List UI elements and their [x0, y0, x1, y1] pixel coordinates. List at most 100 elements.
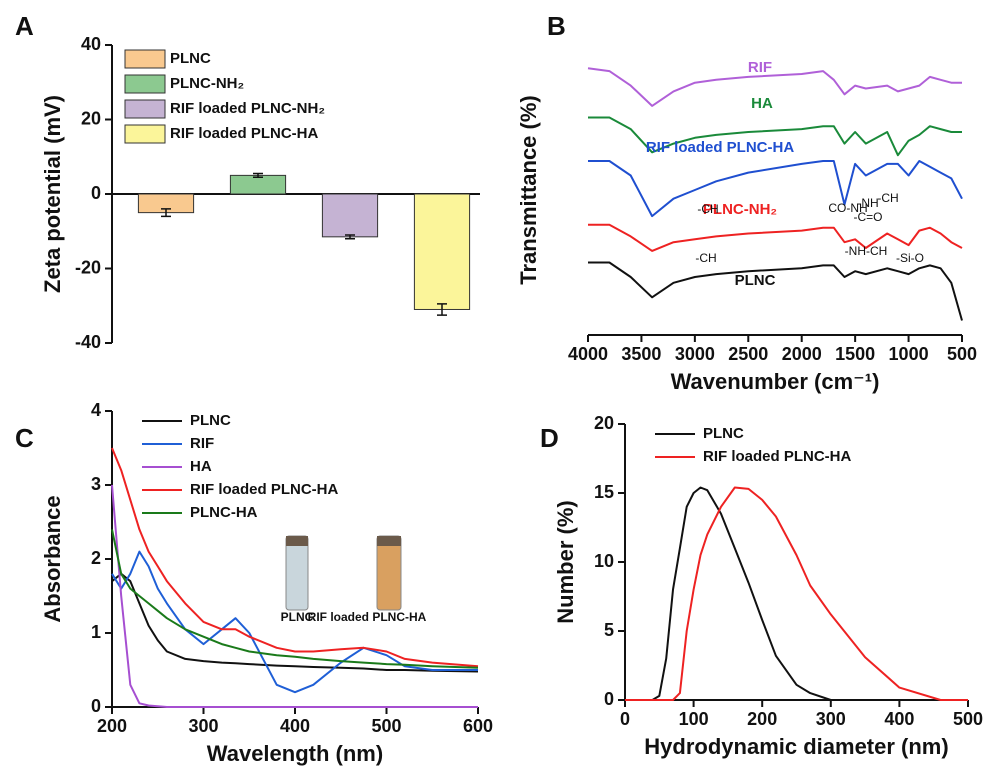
error-bar — [345, 234, 355, 240]
series-line — [111, 529, 479, 669]
series-label: RIF — [748, 59, 772, 76]
panel-label: D — [540, 423, 559, 453]
series-label: RIF loaded PLNC-HA — [646, 139, 794, 156]
vial-inset — [285, 535, 402, 611]
y-axis-label: Absorbance — [40, 495, 65, 622]
y-tick-label: 5 — [604, 620, 614, 640]
x-axis-label: Wavenumber (cm⁻¹) — [671, 369, 880, 394]
x-tick-label: 4000 — [568, 344, 608, 364]
x-axis-label: Hydrodynamic diameter (nm) — [644, 734, 948, 759]
vial-cap — [286, 536, 308, 546]
y-tick-label: 4 — [91, 400, 101, 420]
panel-label: C — [15, 423, 34, 453]
legend-label: PLNC-HA — [190, 504, 258, 521]
legend-label: RIF loaded PLNC-HA — [190, 481, 338, 498]
annotation: -C=O — [853, 210, 882, 224]
x-tick-label: 2000 — [782, 344, 822, 364]
legend-label: PLNC — [703, 425, 744, 442]
series-line — [111, 447, 479, 668]
bar — [413, 193, 471, 310]
series-line — [588, 160, 963, 218]
x-tick-label: 100 — [679, 709, 709, 729]
x-tick-label: 200 — [747, 709, 777, 729]
annotation: CO-NH — [828, 201, 867, 215]
annotation: -CH — [877, 191, 898, 205]
y-tick-label: 0 — [91, 183, 101, 203]
x-tick-label: 3000 — [675, 344, 715, 364]
series-line — [111, 572, 479, 673]
legend-swatch — [124, 99, 166, 119]
x-tick-label: 3500 — [621, 344, 661, 364]
y-tick-label: 40 — [81, 34, 101, 54]
y-tick-label: -20 — [75, 257, 101, 277]
legend-label: RIF loaded PLNC-NH₂ — [170, 100, 325, 117]
y-axis-label: Number (%) — [553, 500, 578, 623]
vial-cap — [377, 536, 401, 546]
error-bar — [253, 172, 263, 178]
legend-swatch — [124, 49, 166, 69]
series-label: PLNC — [735, 272, 776, 289]
panel-label: A — [15, 11, 34, 41]
bar — [229, 174, 287, 195]
x-tick-label: 500 — [371, 716, 401, 736]
y-tick-label: 20 — [81, 108, 101, 128]
x-tick-label: 300 — [816, 709, 846, 729]
x-tick-label: 300 — [188, 716, 218, 736]
series-label: HA — [751, 95, 773, 112]
legend-label: PLNC — [190, 412, 231, 429]
y-tick-label: 20 — [594, 413, 614, 433]
x-tick-label: 200 — [97, 716, 127, 736]
x-tick-label: 0 — [620, 709, 630, 729]
x-axis-label: Wavelength (nm) — [207, 741, 383, 766]
x-tick-label: 2500 — [728, 344, 768, 364]
legend-swatch — [124, 124, 166, 144]
error-bar — [437, 303, 447, 316]
legend-swatch — [124, 74, 166, 94]
panel-label: B — [547, 11, 566, 41]
y-tick-label: 0 — [604, 689, 614, 709]
series-line — [587, 67, 962, 107]
series-line — [111, 550, 478, 694]
y-tick-label: -40 — [75, 332, 101, 352]
y-axis-label: Zeta potential (mV) — [40, 95, 65, 293]
x-tick-label: 400 — [884, 709, 914, 729]
series-line — [588, 116, 962, 157]
annotation: -Si-O — [896, 251, 924, 265]
y-tick-label: 1 — [91, 622, 101, 642]
y-tick-label: 3 — [91, 474, 101, 494]
vial-plnc — [285, 535, 309, 611]
y-tick-label: 15 — [594, 482, 614, 502]
annotation: -NH-CH — [845, 244, 888, 258]
legend-label: PLNC-NH₂ — [170, 75, 244, 92]
error-bar — [161, 208, 171, 218]
legend-label: RIF loaded PLNC-HA — [170, 125, 318, 142]
series-line — [625, 486, 968, 701]
annotation: PLNC — [281, 610, 314, 624]
annotation: -CH — [695, 251, 716, 265]
series-line — [111, 484, 478, 708]
y-tick-label: 0 — [91, 696, 101, 716]
y-tick-label: 2 — [91, 548, 101, 568]
x-tick-label: 500 — [953, 709, 983, 729]
legend-label: RIF — [190, 435, 214, 452]
x-tick-label: 400 — [280, 716, 310, 736]
series-line — [588, 261, 963, 321]
y-tick-label: 10 — [594, 551, 614, 571]
x-tick-label: 1000 — [889, 344, 929, 364]
legend-label: RIF loaded PLNC-HA — [703, 448, 851, 465]
series-line — [625, 486, 968, 701]
series-line — [588, 223, 963, 252]
legend-label: PLNC — [170, 50, 211, 67]
annotation: -NH — [857, 196, 878, 210]
series-label: PLNC-NH₂ — [703, 201, 777, 218]
x-tick-label: 600 — [463, 716, 493, 736]
annotation: -CH — [697, 202, 718, 216]
annotation: RIF loaded PLNC-HA — [308, 610, 427, 624]
bar — [321, 193, 379, 238]
y-axis-label: Transmittance (%) — [516, 95, 541, 285]
x-tick-label: 1500 — [835, 344, 875, 364]
legend-label: HA — [190, 458, 212, 475]
x-tick-label: 500 — [947, 344, 977, 364]
vial-rif — [376, 535, 402, 611]
